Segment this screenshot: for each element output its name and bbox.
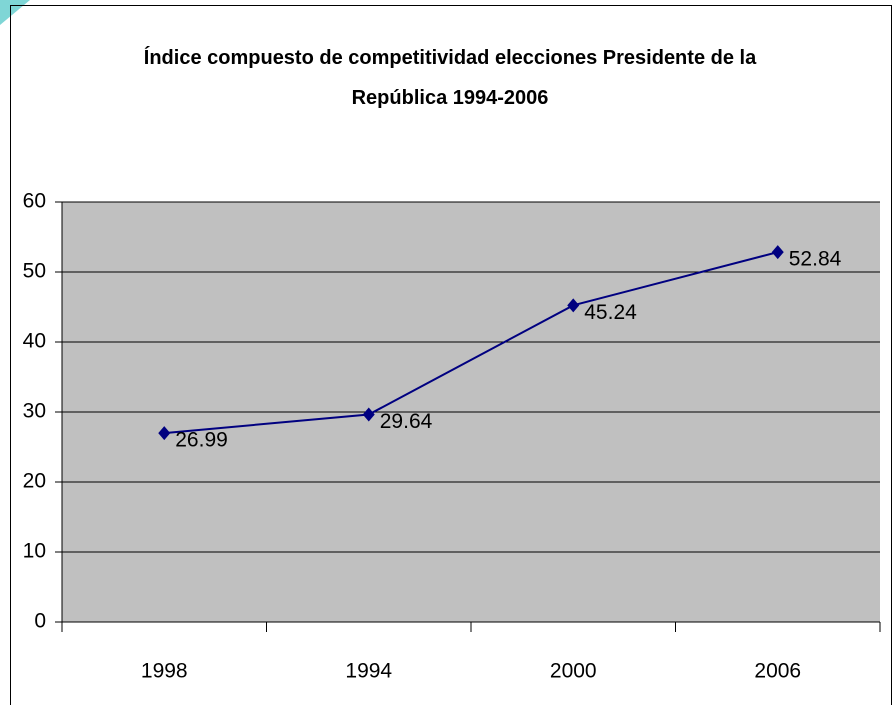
data-label: 52.84 xyxy=(789,248,842,271)
y-tick-label: 0 xyxy=(34,610,46,633)
data-point xyxy=(158,426,171,441)
data-point xyxy=(567,298,580,313)
data-label: 45.24 xyxy=(584,301,637,324)
x-tick-label: 1994 xyxy=(345,660,392,683)
x-tick-label: 2000 xyxy=(550,660,597,683)
y-tick-label: 10 xyxy=(23,540,46,563)
x-tick-label: 2006 xyxy=(754,660,801,683)
data-label: 26.99 xyxy=(175,429,228,452)
y-tick-label: 50 xyxy=(23,260,46,283)
chart-border xyxy=(10,5,892,705)
y-tick-label: 20 xyxy=(23,470,46,493)
data-point xyxy=(771,245,784,260)
y-tick-label: 40 xyxy=(23,330,46,353)
corner-decoration xyxy=(0,0,30,25)
data-point xyxy=(362,407,375,422)
data-label: 29.64 xyxy=(380,410,433,433)
chart-title: Índice compuesto de competitividad elecc… xyxy=(143,47,757,109)
y-tick-label: 60 xyxy=(23,190,46,213)
x-tick-label: 1998 xyxy=(141,660,188,683)
series-line xyxy=(164,251,779,435)
y-tick-label: 30 xyxy=(23,400,46,423)
